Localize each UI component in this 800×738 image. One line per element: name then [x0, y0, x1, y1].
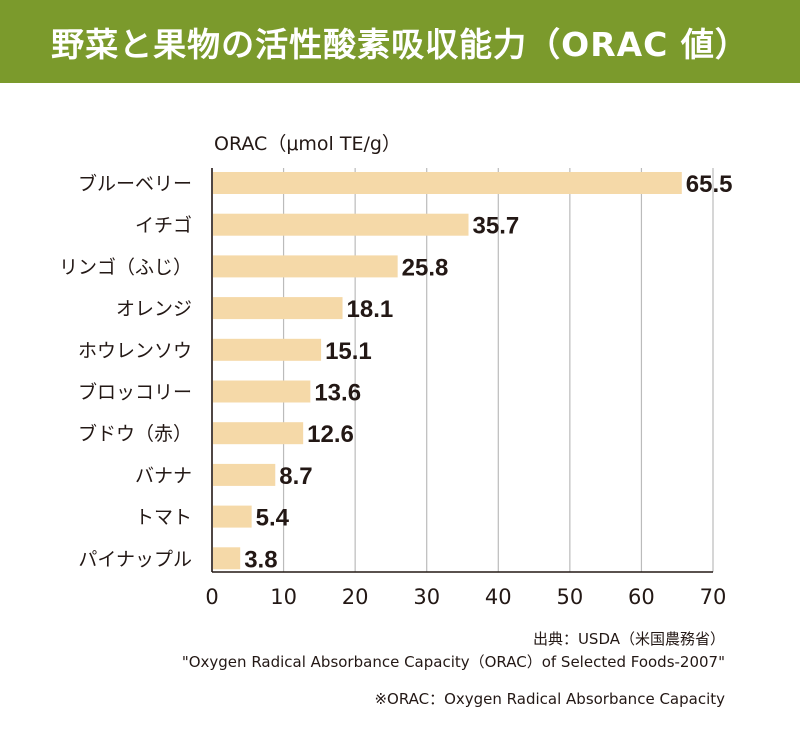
- value-label: 18.1: [347, 296, 394, 323]
- bar: [213, 422, 304, 445]
- category-label: ホウレンソウ: [78, 340, 192, 362]
- x-tick-label: 40: [485, 585, 512, 609]
- bar: [213, 172, 682, 194]
- axes-group: [211, 168, 713, 573]
- value-label: 3.8: [244, 546, 277, 573]
- bar: [213, 297, 343, 320]
- value-label: 8.7: [279, 463, 312, 490]
- value-label: 25.8: [402, 254, 449, 281]
- category-label: イチゴ: [135, 215, 192, 237]
- reference-note: "Oxygen Radical Absorbance Capacity（ORAC…: [181, 653, 725, 671]
- x-tick-label: 0: [205, 585, 218, 609]
- value-label: 13.6: [314, 380, 361, 407]
- value-label: 5.4: [256, 505, 290, 532]
- category-label: ブルーベリー: [78, 172, 192, 195]
- value-label: 65.5: [686, 171, 733, 198]
- source-note: 出典：USDA（米国農務省）: [532, 630, 725, 648]
- bar: [213, 338, 322, 361]
- value-label: 15.1: [325, 338, 372, 365]
- x-tick-label: 20: [342, 585, 369, 609]
- category-label: リンゴ（ふじ）: [59, 256, 192, 278]
- bar: [213, 255, 398, 278]
- abbreviation-note: ※ORAC：Oxygen Radical Absorbance Capacity: [374, 690, 725, 708]
- bar: [213, 547, 241, 570]
- labels-group: 0 10 20 30 40 50 60 70 ブルーベリー 65.5 イチゴ 35.7 リンゴ（ふじ） 2…: [59, 171, 733, 609]
- bar: [213, 463, 276, 486]
- category-label: バナナ: [135, 465, 192, 487]
- category-label: パイナップル: [78, 548, 192, 570]
- bar: [213, 505, 252, 528]
- category-label: ブドウ（赤）: [78, 422, 192, 445]
- x-tick-label: 60: [628, 585, 655, 609]
- value-label: 12.6: [307, 421, 354, 448]
- x-tick-label: 30: [413, 585, 440, 609]
- category-label: ブロッコリー: [78, 381, 192, 404]
- axis-unit-label: ORAC（μmol TE/g）: [214, 133, 401, 155]
- category-label: オレンジ: [116, 298, 192, 320]
- chart-title: 野菜と果物の活性酸素吸収能力（ORAC 値）: [51, 24, 749, 64]
- bar: [213, 380, 311, 403]
- x-tick-label: 10: [270, 585, 297, 609]
- x-tick-label: 70: [700, 585, 727, 609]
- x-tick-label: 50: [556, 585, 583, 609]
- bar: [213, 213, 469, 236]
- bars-group: [213, 172, 682, 570]
- title-banner: 野菜と果物の活性酸素吸収能力（ORAC 値）: [0, 0, 800, 83]
- category-label: トマト: [135, 507, 192, 529]
- value-label: 35.7: [473, 213, 520, 240]
